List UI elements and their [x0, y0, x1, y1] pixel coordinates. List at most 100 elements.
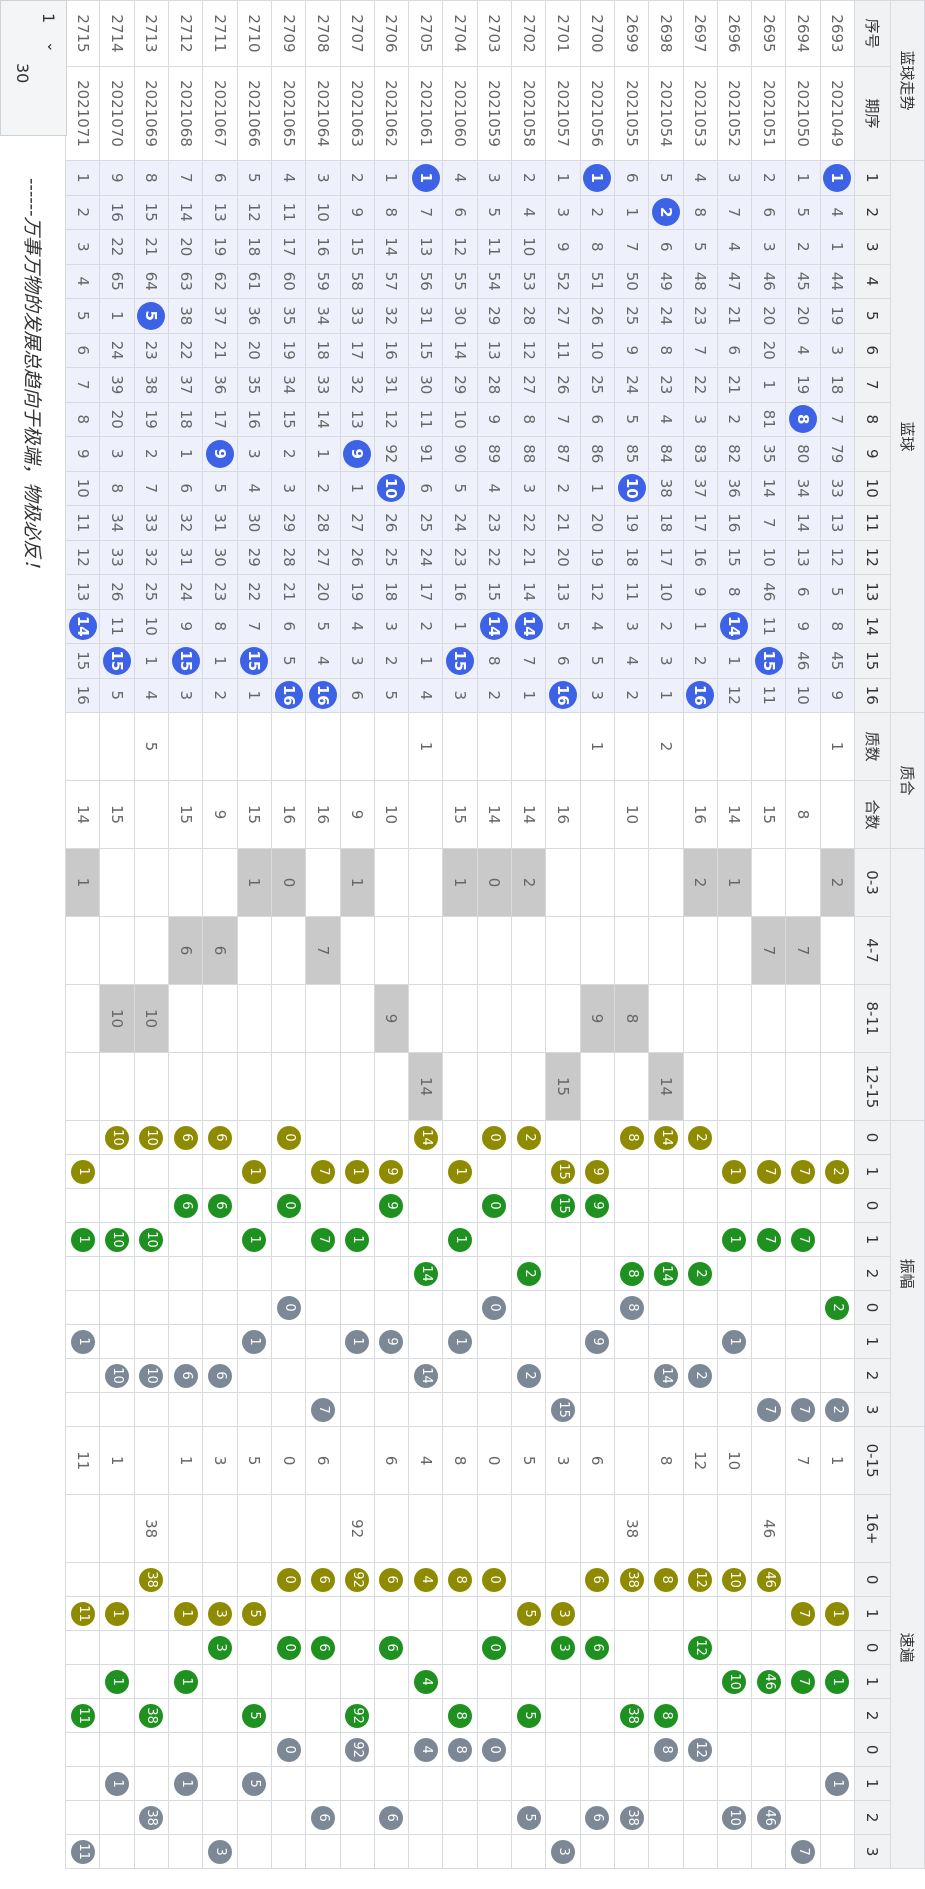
range-cell	[202, 848, 238, 917]
table-row[interactable]: 2711 2021067 6 13 19 62 37 21 36 17 9 5 31 30 23 8 1 2 9 6 6…	[202, 0, 238, 1869]
rep-cell	[511, 1630, 546, 1665]
range-cell	[408, 848, 443, 917]
blue-cell: 1	[408, 160, 443, 196]
table-row[interactable]: 2702 2021058 2 4 10 53 28 12 27 8 88 3 22 21 14 14 7 1 14 2…	[511, 0, 546, 1869]
blue-ball: 10	[617, 474, 646, 503]
prime-cell	[511, 712, 546, 781]
table-row[interactable]: 2700 2021056 1 2 8 51 26 10 25 6 86 1 20 19 12 4 5 3 1 9 9 9 9…	[580, 0, 615, 1869]
amp-cell	[442, 1120, 478, 1155]
rep-cell: 6	[374, 1562, 409, 1597]
table-row[interactable]: 2715 2021071 1 2 3 4 5 6 7 8 9 10 11 12 13 14 15 16 14 1 1 1 1…	[65, 0, 100, 1869]
rep-cell	[374, 1766, 409, 1801]
amp-cell	[751, 1324, 786, 1359]
rep-circle: 0	[276, 1567, 301, 1592]
range-cell: 8	[614, 984, 649, 1053]
rep-cell	[237, 1800, 272, 1835]
rep-cell	[340, 1766, 375, 1801]
chevron-down-icon[interactable]: ⌄	[44, 41, 60, 53]
table-row[interactable]: 2698 2021054 5 2 6 49 24 8 23 4 84 38 18 17 10 2 3 1 2 14 14…	[648, 0, 684, 1869]
rep-range-cell: 4	[408, 1426, 443, 1495]
table-row[interactable]: 2714 2021070 9 16 22 65 1 24 39 20 3 8 34 33 26 11 15 5 15…	[99, 0, 135, 1869]
rep-circle: 1	[105, 1669, 130, 1694]
rep-circle: 92	[345, 1703, 370, 1728]
blue-cell: 1	[99, 298, 135, 334]
header-blue-number: 4	[854, 264, 891, 299]
rep-circle: 6	[310, 1567, 335, 1592]
rep-cell	[614, 1834, 649, 1869]
amp-cell	[271, 1256, 306, 1291]
table-row[interactable]: 2695 2021051 2 6 3 46 20 20 1 81 35 14 7 10 46 11 15 11 15…	[751, 0, 786, 1869]
table-row[interactable]: 2701 2021057 1 3 9 52 27 11 26 7 87 2 21 20 13 5 6 16 16 15…	[545, 0, 581, 1869]
table-row[interactable]: 2696 2021052 3 7 4 47 21 6 21 2 82 36 16 15 8 14 1 12 14 1 1…	[717, 0, 752, 1869]
comp-cell: 15	[99, 780, 135, 849]
rep-cell	[511, 1834, 546, 1869]
blue-cell: 20	[580, 505, 615, 541]
amp-circle: 7	[791, 1397, 816, 1422]
amp-cell	[648, 1188, 684, 1223]
range-cell	[374, 848, 409, 917]
amp-circle: 9	[379, 1159, 404, 1184]
blue-cell: 13	[408, 229, 443, 265]
rep-cell	[820, 1630, 855, 1665]
table-row[interactable]: 2709 2021065 4 11 17 60 35 19 34 15 2 3 29 28 21 6 5 16 16…	[271, 0, 306, 1869]
amp-cell	[785, 1290, 821, 1325]
period-cell: 2021070	[99, 66, 135, 161]
amp-circle: 14	[413, 1363, 438, 1388]
blue-cell: 2	[134, 436, 169, 472]
amp-cell: 1	[717, 1154, 752, 1189]
blue-ball: 15	[240, 646, 269, 675]
amp-cell	[237, 1120, 272, 1155]
blue-cell: 56	[408, 264, 443, 299]
blue-cell: 21	[134, 229, 169, 265]
amp-cell: 1	[340, 1324, 375, 1359]
blue-cell: 18	[648, 505, 684, 541]
amp-cell	[408, 1188, 443, 1223]
table-row[interactable]: 2704 2021060 4 6 12 55 30 14 29 10 90 5 24 23 16 1 15 3 15…	[442, 0, 478, 1869]
blue-cell: 62	[202, 264, 238, 299]
blue-cell: 26	[340, 540, 375, 575]
table-row[interactable]: 2694 2021050 1 5 2 45 20 4 19 8 80 34 14 13 6 9 46 10 8 7 7 7…	[785, 0, 821, 1869]
table-row[interactable]: 2703 2021059 3 5 11 54 29 13 28 9 89 4 23 22 15 14 8 2 14 0…	[477, 0, 512, 1869]
header-rep-sub: 0	[854, 1732, 891, 1767]
blue-cell: 12	[374, 402, 409, 437]
amp-cell	[237, 1256, 272, 1291]
amp-cell: 8	[614, 1120, 649, 1155]
rep-cell	[614, 1732, 649, 1767]
amp-circle: 1	[448, 1159, 473, 1184]
table-row[interactable]: 2708 2021064 3 10 16 59 34 18 33 14 1 2 28 27 20 5 4 16 16…	[305, 0, 341, 1869]
table-row[interactable]: 2697 2021053 4 8 5 48 23 7 22 3 83 37 17 16 9 1 2 16 16 2 2 2…	[683, 0, 718, 1869]
blue-ball: 10	[377, 474, 406, 503]
blue-cell: 6	[717, 333, 752, 368]
rep-circle: 11	[70, 1703, 95, 1728]
table-row[interactable]: 2713 2021069 8 15 21 64 5 23 38 19 2 7 33 32 25 10 1 4 5 10…	[134, 0, 169, 1869]
table-row[interactable]: 2707 2021063 2 9 15 58 33 17 32 13 9 1 27 26 19 4 3 6 9 1 1 1…	[340, 0, 375, 1869]
seq-cell: 2703	[477, 0, 512, 67]
blue-cell: 7	[683, 333, 718, 368]
amp-circle: 1	[722, 1159, 747, 1184]
blue-cell: 1	[65, 160, 100, 196]
rep-circle: 12	[688, 1635, 713, 1660]
amp-cell: 1	[237, 1154, 272, 1189]
period-cell: 2021071	[65, 66, 100, 161]
blue-cell: 8	[134, 160, 169, 196]
rep-range-cell: 3	[545, 1426, 581, 1495]
blue-cell: 2	[65, 195, 100, 230]
table-row[interactable]: 2693 2021049 1 4 1 44 19 3 18 7 79 33 13 12 5 8 45 9 1 2 2 2 2…	[820, 0, 855, 1869]
blue-cell: 1	[820, 160, 855, 196]
header-range-0-3: 0-3	[854, 848, 891, 917]
blue-cell: 12	[65, 540, 100, 575]
amp-circle: 0	[276, 1125, 301, 1150]
table-row[interactable]: 2706 2021062 1 8 14 57 32 16 31 12 92 10 26 25 18 3 2 5 10…	[374, 0, 409, 1869]
blue-cell: 4	[65, 264, 100, 299]
pager[interactable]: 1 ⌄ 30	[0, 0, 67, 136]
blue-cell: 1	[305, 436, 341, 472]
table-row[interactable]: 2705 2021061 1 7 13 56 31 15 30 11 91 6 25 24 17 2 1 4 1 14…	[408, 0, 443, 1869]
rep-circle: 6	[310, 1635, 335, 1660]
rep-cell	[580, 1596, 615, 1631]
table-row[interactable]: 2712 2021068 7 14 20 63 38 22 37 18 1 6 32 31 24 9 15 3 15…	[168, 0, 203, 1869]
rep-circle: 3	[550, 1635, 575, 1660]
blue-cell: 45	[820, 643, 855, 679]
table-row[interactable]: 2710 2021066 5 12 18 61 36 20 35 16 3 4 30 29 22 7 15 1 15…	[237, 0, 272, 1869]
table-row[interactable]: 2699 2021055 6 1 7 50 25 9 24 5 85 10 19 18 11 3 4 2 10 8 8 8…	[614, 0, 649, 1869]
amp-cell	[785, 1358, 821, 1393]
